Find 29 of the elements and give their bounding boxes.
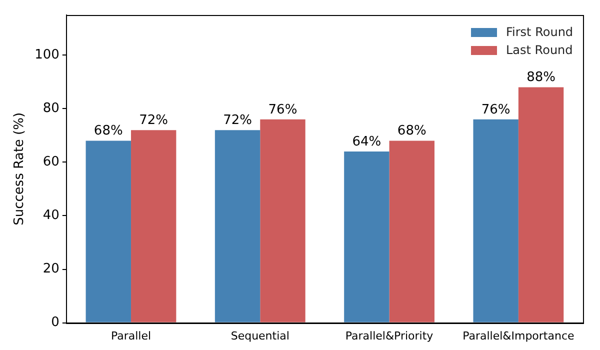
data-label: 76% xyxy=(481,102,510,118)
y-tick-label: 0 xyxy=(51,315,60,330)
bar xyxy=(260,119,306,322)
bar xyxy=(214,130,260,322)
data-label: 68% xyxy=(397,124,426,139)
bar xyxy=(344,152,390,322)
data-label: 72% xyxy=(223,112,252,128)
data-label: 88% xyxy=(526,70,556,86)
y-tick-label: 100 xyxy=(34,48,60,63)
x-tick-label: Sequential xyxy=(230,329,290,342)
data-label: 76% xyxy=(268,102,298,118)
legend-label: First Round xyxy=(506,24,574,41)
x-tick-label: Parallel&Importance xyxy=(462,329,574,342)
x-tick-label: Parallel xyxy=(110,329,152,342)
y-tick-label: 40 xyxy=(42,208,60,224)
bar xyxy=(473,119,518,322)
bar xyxy=(518,87,564,322)
legend-label: Last Round xyxy=(506,42,573,59)
bar xyxy=(389,140,434,322)
y-tick-label: 60 xyxy=(42,154,60,170)
x-tick-label: Parallel&Priority xyxy=(345,329,434,342)
data-label: 64% xyxy=(352,134,382,150)
y-axis-title: Success Rate (%) xyxy=(12,112,28,226)
data-label: 68% xyxy=(94,124,123,139)
y-tick-label: 20 xyxy=(42,262,60,277)
bar xyxy=(86,140,131,322)
y-tick-label: 80 xyxy=(42,101,60,116)
data-label: 72% xyxy=(139,112,168,128)
bar xyxy=(130,130,176,322)
